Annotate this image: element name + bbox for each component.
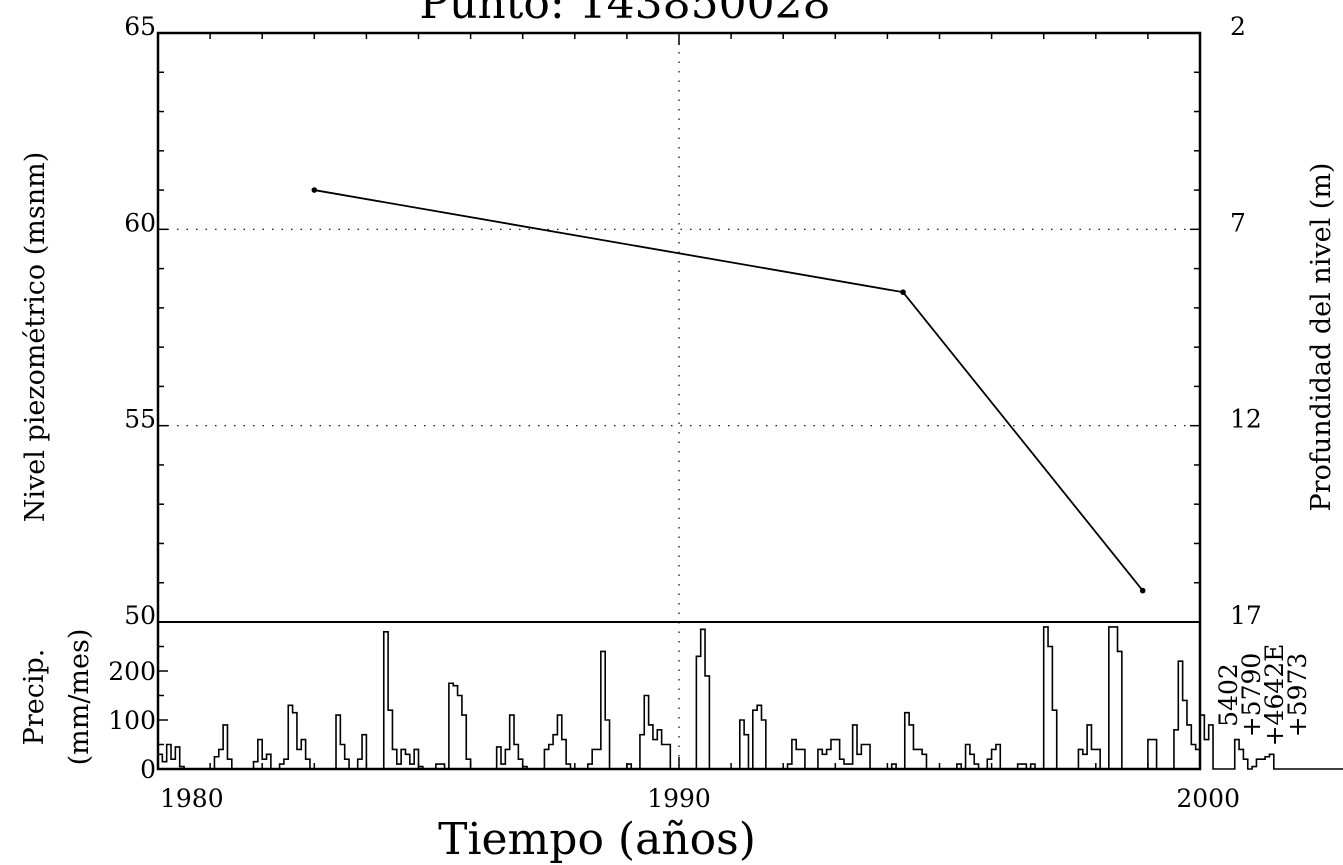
level-series bbox=[311, 187, 1146, 594]
precip-station-codes: 5402+5790+4642E+5973 bbox=[1214, 644, 1312, 747]
plot-frame bbox=[156, 31, 1202, 771]
y-axis-left-title: Nivel piezométrico (msnm) bbox=[20, 152, 51, 523]
y-right-tick-label: 7 bbox=[1230, 208, 1246, 237]
x-tick-label: 1990 bbox=[647, 784, 711, 813]
y-right-tick-label: 2 bbox=[1230, 12, 1246, 41]
level-point bbox=[1139, 587, 1146, 594]
level-line bbox=[314, 189, 1144, 592]
precip-station-code: +5790 bbox=[1237, 653, 1266, 738]
x-tick-label: 2000 bbox=[1176, 784, 1240, 813]
chart-title: Punto: 143850028 bbox=[419, 0, 830, 29]
precip-tick-label: 100 bbox=[108, 706, 156, 735]
tick-labels: 50 55 60 65 17 12 7 2 0 100 200 1980 1990 2000 bbox=[108, 12, 1262, 813]
precip-station-code: 5402 bbox=[1214, 663, 1243, 727]
level-point bbox=[900, 289, 906, 295]
precip-axis-title-line2: (mm/mes) bbox=[64, 629, 95, 766]
level-point bbox=[311, 187, 318, 193]
precip-axis-title-line1: Precip. bbox=[19, 649, 50, 746]
precip-series bbox=[158, 626, 1343, 770]
y-left-tick-label: 55 bbox=[124, 405, 156, 434]
precip-tick-label: 0 bbox=[140, 755, 156, 784]
x-tick-label: 1980 bbox=[160, 784, 224, 813]
y-axis-right-title: Profundidad del nivel (m) bbox=[1306, 163, 1337, 512]
precip-step-line bbox=[158, 626, 1343, 770]
y-left-tick-label: 50 bbox=[124, 601, 156, 630]
precip-tick-label: 200 bbox=[108, 657, 156, 686]
y-right-tick-label: 12 bbox=[1230, 405, 1262, 434]
precip-station-code: +5973 bbox=[1283, 653, 1312, 738]
y-left-tick-label: 60 bbox=[124, 208, 156, 237]
precip-station-code: +4642E bbox=[1260, 644, 1289, 747]
y-left-tick-label: 65 bbox=[124, 12, 156, 41]
x-axis-title: Tiempo (años) bbox=[438, 814, 756, 865]
y-right-tick-label: 17 bbox=[1230, 601, 1262, 630]
